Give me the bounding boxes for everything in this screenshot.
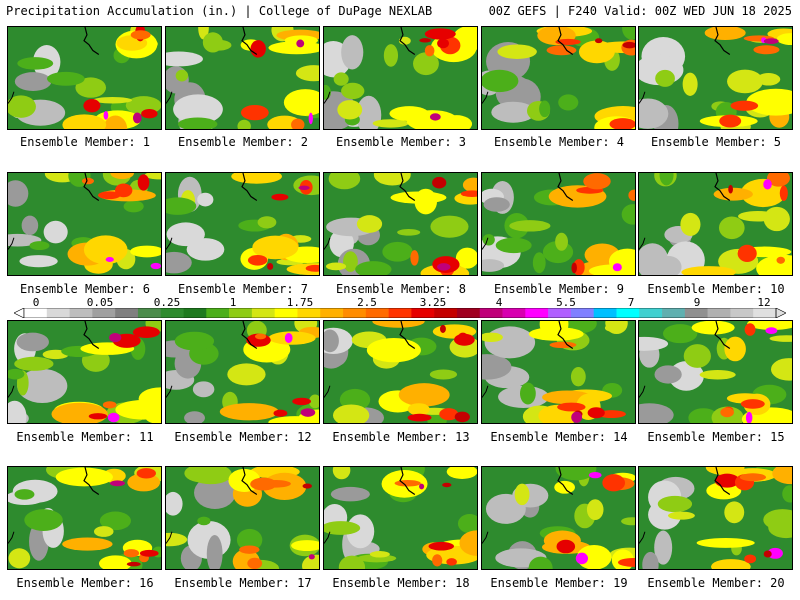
colorbar-swatch bbox=[593, 308, 617, 318]
ensemble-member-map-4 bbox=[481, 26, 636, 130]
colorbar-tick-label: 0.25 bbox=[153, 296, 181, 309]
ensemble-member-map-6 bbox=[7, 172, 162, 276]
ensemble-member-label: Ensemble Member: 14 bbox=[490, 430, 628, 444]
colorbar-tick-label: 12 bbox=[757, 296, 771, 309]
colorbar-swatch bbox=[229, 308, 253, 318]
colorbar-swatch bbox=[456, 308, 481, 318]
colorbar-swatch bbox=[24, 308, 48, 318]
colorbar-swatch bbox=[343, 308, 367, 318]
colorbar-swatch bbox=[69, 308, 93, 318]
colorbar-swatch bbox=[662, 308, 686, 318]
colorbar-swatch bbox=[183, 308, 207, 318]
ensemble-member-label: Ensemble Member: 4 bbox=[493, 135, 625, 149]
colorbar-swatch bbox=[684, 308, 708, 318]
colorbar-swatch bbox=[274, 308, 298, 318]
colorbar-tick-label: 2.5 bbox=[357, 296, 377, 309]
colorbar-swatch bbox=[525, 308, 549, 318]
colorbar-tick-label: 5.5 bbox=[556, 296, 576, 309]
ensemble-member-map-5 bbox=[638, 26, 793, 130]
ensemble-member-label: Ensemble Member: 16 bbox=[16, 576, 154, 590]
ensemble-member-map-13 bbox=[323, 320, 478, 424]
ensemble-member-map-3 bbox=[323, 26, 478, 130]
colorbar-swatch bbox=[548, 308, 572, 318]
ensemble-member-map-7 bbox=[165, 172, 320, 276]
colorbar-tick-label: 0.05 bbox=[86, 296, 114, 309]
model-run-info: 00Z GEFS | F240 Valid: 00Z WED JUN 18 20… bbox=[488, 4, 792, 18]
ensemble-member-label: Ensemble Member: 7 bbox=[177, 282, 309, 296]
ensemble-member-map-12 bbox=[165, 320, 320, 424]
colorbar-swatch bbox=[479, 308, 503, 318]
ensemble-member-map-17 bbox=[165, 466, 320, 570]
ensemble-member-label: Ensemble Member: 12 bbox=[174, 430, 312, 444]
ensemble-member-map-20 bbox=[638, 466, 793, 570]
ensemble-member-label: Ensemble Member: 15 bbox=[647, 430, 785, 444]
colorbar-tick-label: 0 bbox=[32, 296, 40, 309]
colorbar-swatch bbox=[616, 308, 640, 318]
colorbar-swatch bbox=[137, 308, 162, 318]
colorbar-min-arrow bbox=[14, 308, 25, 318]
ensemble-member-label: Ensemble Member: 10 bbox=[647, 282, 785, 296]
ensemble-member-map-1 bbox=[7, 26, 162, 130]
colorbar-swatch bbox=[160, 308, 184, 318]
colorbar-swatch bbox=[297, 308, 321, 318]
colorbar-tick-label: 4 bbox=[495, 296, 503, 309]
colorbar-tick-label: 3.25 bbox=[419, 296, 447, 309]
colorbar-tick-label: 1.75 bbox=[286, 296, 314, 309]
ensemble-member-label: Ensemble Member: 13 bbox=[332, 430, 470, 444]
colorbar-swatch bbox=[92, 308, 116, 318]
ensemble-member-map-10 bbox=[638, 172, 793, 276]
colorbar-swatch bbox=[707, 308, 731, 318]
colorbar-swatch bbox=[206, 308, 230, 318]
colorbar-tick-label: 7 bbox=[627, 296, 635, 309]
ensemble-member-map-15 bbox=[638, 320, 793, 424]
map-title: Precipitation Accumulation (in.) | Colle… bbox=[6, 4, 433, 18]
ensemble-member-label: Ensemble Member: 1 bbox=[19, 135, 151, 149]
ensemble-member-label: Ensemble Member: 3 bbox=[335, 135, 467, 149]
colorbar-tick-label: 1 bbox=[229, 296, 237, 309]
ensemble-member-map-2 bbox=[165, 26, 320, 130]
ensemble-member-label: Ensemble Member: 9 bbox=[493, 282, 625, 296]
colorbar-swatch bbox=[46, 308, 70, 318]
ensemble-member-map-16 bbox=[7, 466, 162, 570]
ensemble-member-label: Ensemble Member: 6 bbox=[19, 282, 151, 296]
colorbar-swatch bbox=[388, 308, 412, 318]
colorbar-swatch bbox=[434, 308, 458, 318]
ensemble-member-map-14 bbox=[481, 320, 636, 424]
colorbar-max-arrow bbox=[775, 308, 786, 318]
ensemble-member-map-18 bbox=[323, 466, 478, 570]
ensemble-member-label: Ensemble Member: 8 bbox=[335, 282, 467, 296]
colorbar-tick-label: 9 bbox=[693, 296, 701, 309]
ensemble-member-map-9 bbox=[481, 172, 636, 276]
colorbar-swatch bbox=[753, 308, 777, 318]
ensemble-member-label: Ensemble Member: 19 bbox=[490, 576, 628, 590]
ensemble-member-label: Ensemble Member: 2 bbox=[177, 135, 309, 149]
ensemble-member-label: Ensemble Member: 20 bbox=[647, 576, 785, 590]
ensemble-member-label: Ensemble Member: 18 bbox=[332, 576, 470, 590]
colorbar-swatch bbox=[320, 308, 344, 318]
ensemble-member-label: Ensemble Member: 11 bbox=[16, 430, 154, 444]
ensemble-member-map-19 bbox=[481, 466, 636, 570]
colorbar-swatch bbox=[251, 308, 275, 318]
colorbar-swatch bbox=[730, 308, 754, 318]
ensemble-member-label: Ensemble Member: 17 bbox=[174, 576, 312, 590]
ensemble-member-label: Ensemble Member: 5 bbox=[650, 135, 782, 149]
colorbar-swatch bbox=[115, 308, 139, 318]
colorbar-swatch bbox=[411, 308, 435, 318]
precip-colorbar bbox=[14, 308, 786, 318]
colorbar-swatch bbox=[502, 308, 526, 318]
colorbar-swatch bbox=[570, 308, 594, 318]
ensemble-member-map-8 bbox=[323, 172, 478, 276]
colorbar-swatch bbox=[639, 308, 663, 318]
ensemble-member-map-11 bbox=[7, 320, 162, 424]
colorbar-swatch bbox=[365, 308, 389, 318]
